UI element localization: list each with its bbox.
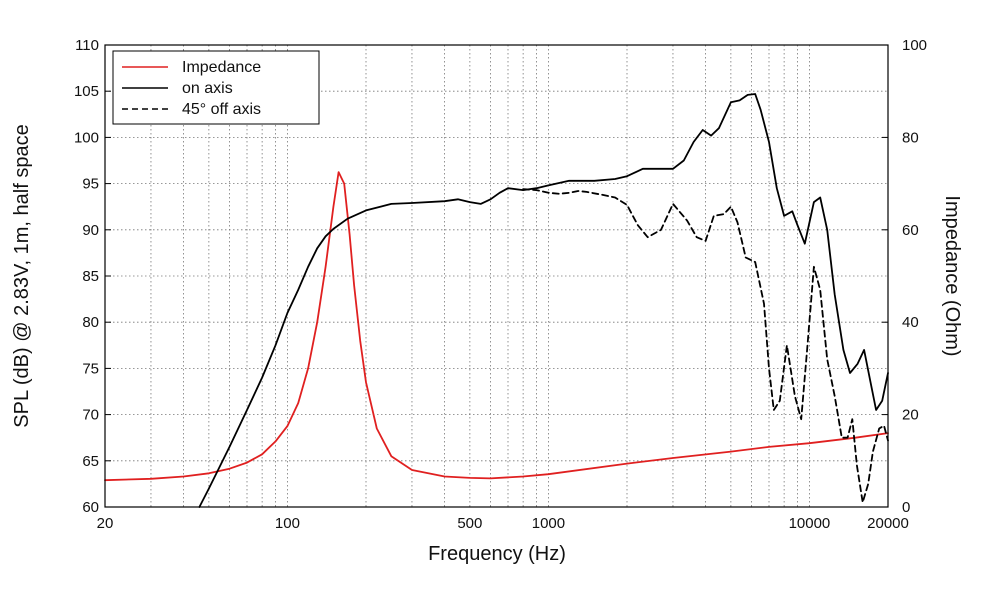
x-tick-label: 20: [97, 515, 114, 532]
x-tick-label: 10000: [789, 515, 831, 532]
legend-label-on-axis: on axis: [182, 80, 233, 97]
y-tick-label: 75: [82, 360, 99, 377]
y-tick-label: 60: [82, 499, 99, 516]
y-tick-label: 65: [82, 453, 99, 470]
legend-label-off-axis: 45° off axis: [182, 101, 261, 118]
y-tick-label: 110: [75, 37, 99, 54]
y2-tick-label: 40: [902, 314, 919, 331]
legend: Impedance on axis 45° off axis: [112, 50, 320, 125]
on-axis-curve: [198, 93, 889, 508]
y-tick-label: 80: [82, 314, 99, 331]
series-group: [104, 93, 889, 508]
y-tick-label: 105: [74, 83, 99, 100]
x-axis-title: Frequency (Hz): [428, 543, 566, 565]
y2-tick-label: 80: [902, 129, 919, 146]
x-tick-label: 100: [275, 515, 300, 532]
axis-ticks: 60 65 70 75 80 85 90 95 100 105 110 0 20 40 60 80 100 20 1…: [74, 37, 927, 532]
y-tick-label: 90: [82, 222, 99, 239]
y-tick-label: 70: [82, 407, 99, 424]
legend-label-impedance: Impedance: [182, 59, 261, 76]
y2-tick-label: 60: [902, 222, 919, 239]
y-axis-title-right: Impedance (Ohm): [941, 195, 963, 356]
x-tick-label: 1000: [532, 515, 565, 532]
off-axis-curve: [522, 188, 889, 504]
grid: [105, 45, 888, 507]
y-axis-title-left: SPL (dB) @ 2.83V, 1m, half space: [11, 124, 33, 427]
y2-tick-label: 0: [902, 499, 910, 516]
y2-tick-label: 100: [902, 37, 927, 54]
y-tick-label: 85: [82, 268, 99, 285]
y2-tick-label: 20: [902, 407, 919, 424]
y-tick-label: 100: [74, 129, 99, 146]
x-tick-label: 500: [457, 515, 482, 532]
impedance-curve: [104, 171, 889, 482]
x-tick-label: 20000: [867, 515, 909, 532]
y-tick-label: 95: [82, 176, 99, 193]
